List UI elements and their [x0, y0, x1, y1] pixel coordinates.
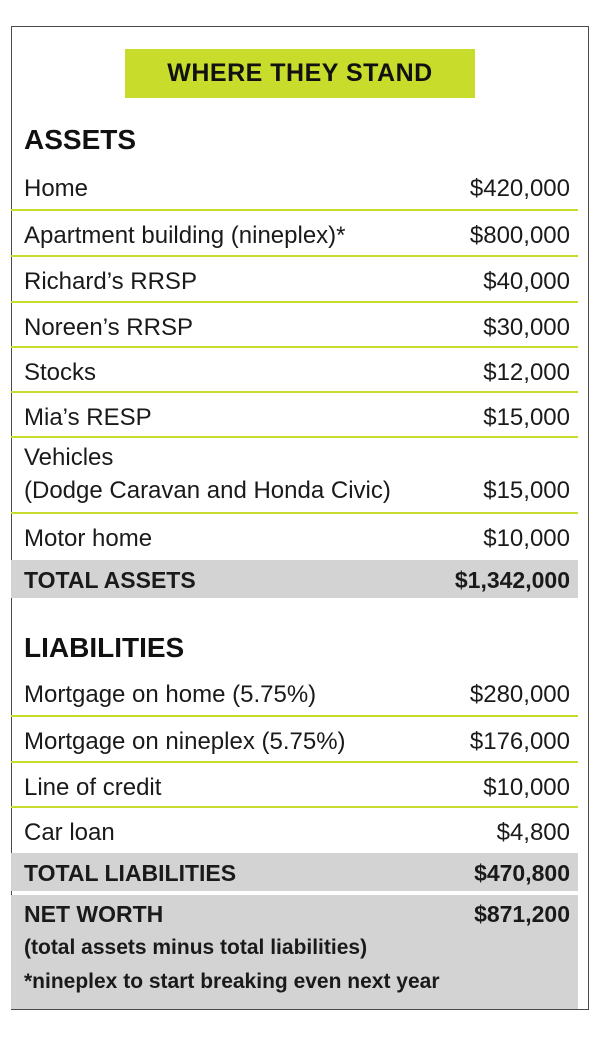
total-liabilities-label: TOTAL LIABILITIES	[24, 860, 237, 886]
net-worth-block: NET WORTH $871,200 (total assets minus t…	[11, 895, 578, 1009]
asset-label: Richard’s RRSP	[24, 268, 197, 295]
total-liabilities-row: TOTAL LIABILITIES $470,800	[11, 853, 578, 891]
asset-row-richard-rrsp: Richard’s RRSP $40,000	[11, 257, 578, 302]
asset-amount: $10,000	[483, 525, 570, 552]
asset-amount: $15,000	[483, 477, 570, 504]
liability-row-line-of-credit: Line of credit $10,000	[11, 763, 578, 808]
asset-label: Noreen’s RRSP	[24, 314, 193, 341]
total-liabilities-amount: $470,800	[474, 860, 570, 886]
row-divider	[11, 436, 578, 438]
table-frame	[11, 26, 589, 1010]
total-assets-amount: $1,342,000	[454, 567, 570, 593]
asset-row-mia-resp: Mia’s RESP $15,000	[11, 393, 578, 438]
asset-row-apartment: Apartment building (nineplex)* $800,000	[11, 211, 578, 256]
asset-amount: $420,000	[469, 175, 570, 202]
row-divider	[11, 255, 578, 257]
liability-row-car-loan: Car loan $4,800	[11, 808, 578, 853]
asset-amount: $40,000	[483, 268, 570, 295]
asset-row-vehicles: Vehicles (Dodge Caravan and Honda Civic)…	[11, 438, 578, 511]
assets-heading: ASSETS	[24, 124, 137, 155]
liability-amount: $176,000	[469, 728, 570, 755]
liability-label: Mortgage on home (5.75%)	[24, 681, 317, 708]
row-divider	[11, 806, 578, 808]
row-divider	[11, 512, 578, 514]
asset-label: Home	[24, 175, 89, 202]
row-divider	[11, 209, 578, 211]
total-assets-label: TOTAL ASSETS	[24, 567, 196, 593]
asset-amount: $12,000	[483, 359, 570, 386]
liability-label: Mortgage on nineplex (5.75%)	[24, 728, 346, 755]
net-worth-amount: $871,200	[474, 901, 570, 927]
liabilities-heading: LIABILITIES	[24, 632, 185, 663]
asset-row-home: Home $420,000	[11, 164, 578, 209]
footnote: *nineplex to start breaking even next ye…	[24, 970, 440, 993]
asset-row-noreen-rrsp: Noreen’s RRSP $30,000	[11, 303, 578, 348]
liability-amount: $10,000	[483, 774, 570, 801]
liability-amount: $4,800	[496, 819, 570, 846]
asset-label: Mia’s RESP	[24, 404, 152, 431]
headline-title: WHERE THEY STAND	[167, 59, 433, 87]
liability-row-nineplex-mortgage: Mortgage on nineplex (5.75%) $176,000	[11, 717, 578, 762]
row-divider	[11, 761, 578, 763]
asset-label: Apartment building (nineplex)*	[24, 222, 346, 249]
asset-amount: $15,000	[483, 404, 570, 431]
asset-label-detail: (Dodge Caravan and Honda Civic)	[24, 477, 391, 504]
liability-row-home-mortgage: Mortgage on home (5.75%) $280,000	[11, 670, 578, 715]
row-divider	[11, 715, 578, 717]
row-divider	[11, 301, 578, 303]
headline-banner: WHERE THEY STAND	[125, 49, 475, 98]
asset-label: Vehicles	[24, 444, 114, 471]
asset-label: Stocks	[24, 359, 97, 386]
row-divider	[11, 346, 578, 348]
asset-label: Motor home	[24, 525, 153, 552]
net-worth-label: NET WORTH	[24, 901, 164, 927]
asset-amount: $800,000	[469, 222, 570, 249]
asset-row-motor-home: Motor home $10,000	[11, 514, 578, 559]
net-worth-note: (total assets minus total liabilities)	[24, 936, 368, 959]
liability-label: Line of credit	[24, 774, 162, 801]
row-divider	[11, 391, 578, 393]
asset-amount: $30,000	[483, 314, 570, 341]
asset-row-stocks: Stocks $12,000	[11, 348, 578, 393]
liability-label: Car loan	[24, 819, 115, 846]
liability-amount: $280,000	[469, 681, 570, 708]
total-assets-row: TOTAL ASSETS $1,342,000	[11, 560, 578, 598]
